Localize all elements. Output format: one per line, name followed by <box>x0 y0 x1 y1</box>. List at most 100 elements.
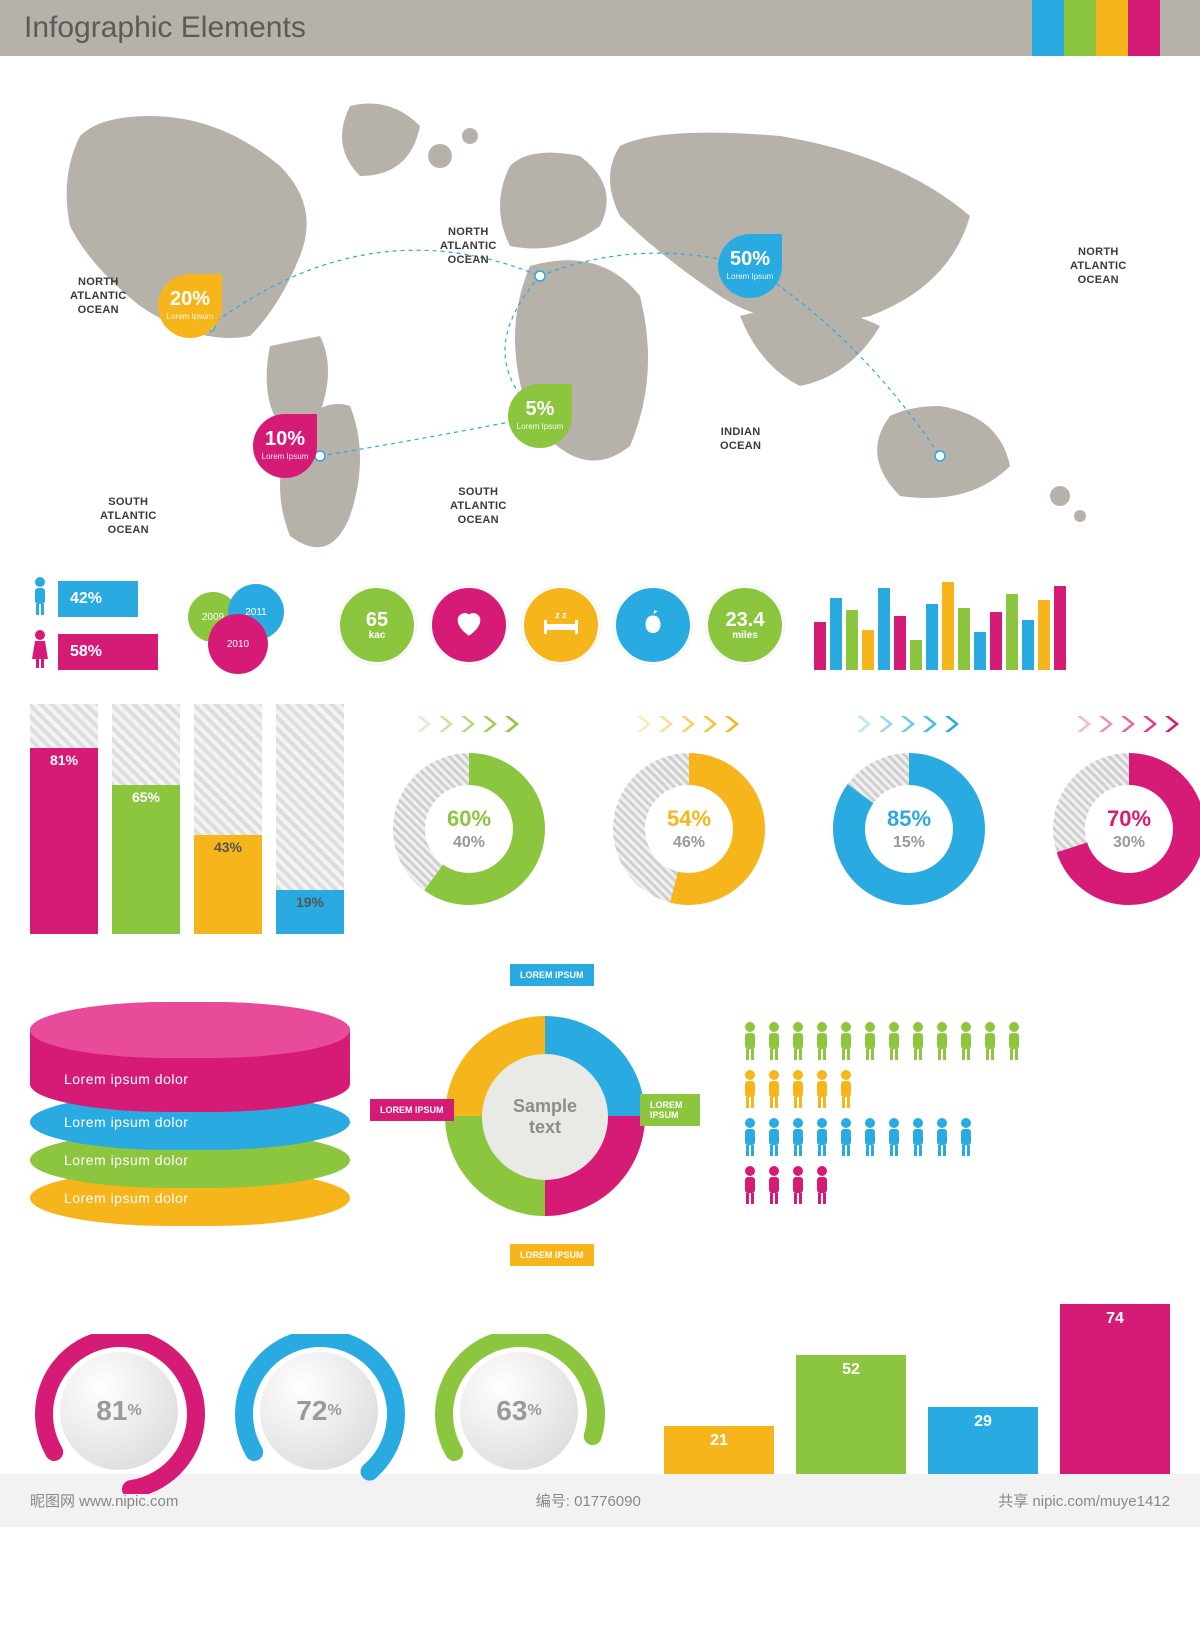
page: Infographic Elements <box>0 0 1200 1527</box>
cycle-chart: Sampletext LOREM IPSUM LOREM IPSUM LOREM IP… <box>390 964 700 1264</box>
ocean-label: INDIANOCEAN <box>720 426 761 454</box>
person-icon <box>884 1021 906 1063</box>
final-bar: 29 <box>928 1407 1038 1474</box>
donut-column: 85% 15% <box>824 714 994 914</box>
person-icon <box>908 1021 930 1063</box>
person-icon <box>884 1117 906 1159</box>
person-icon <box>788 1165 810 1207</box>
person-icon <box>980 1021 1002 1063</box>
progress-bar: 65% <box>112 704 180 934</box>
final-bar: 21 <box>664 1426 774 1474</box>
person-icon <box>956 1117 978 1159</box>
circle-icon <box>614 586 692 664</box>
venn-circle: 2010 <box>208 614 268 674</box>
cluster-bar <box>814 622 826 670</box>
cluster-bar <box>878 588 890 670</box>
people-row <box>740 1117 1026 1159</box>
cluster-bar <box>1038 600 1050 670</box>
svg-text:z z: z z <box>555 610 567 620</box>
ocean-label: NORTHATLANTICOCEAN <box>70 276 127 317</box>
apple-icon <box>638 608 668 643</box>
chevron-icon <box>415 714 523 734</box>
circle-icon: 65kac <box>338 586 416 664</box>
cycle-label: LOREM IPSUM <box>370 1099 454 1121</box>
sleep-icon: z z <box>542 608 580 643</box>
person-icon <box>788 1117 810 1159</box>
world-map-section: NORTHATLANTICOCEAN NORTHATLANTICOCEAN NORT… <box>20 56 1180 576</box>
person-icon <box>740 1069 762 1111</box>
person-icon <box>932 1021 954 1063</box>
people-groups <box>740 1021 1026 1207</box>
ocean-label: SOUTHATLANTICOCEAN <box>100 496 157 537</box>
row-3: Lorem ipsum dolorLorem ipsum dolorLorem … <box>30 964 1170 1264</box>
donut-chart: 54% 46% <box>604 744 774 914</box>
cluster-bar <box>846 610 858 670</box>
ocean-label: NORTHATLANTICOCEAN <box>440 226 497 267</box>
gauge: 81% <box>30 1334 210 1474</box>
header-stripe <box>1128 0 1160 56</box>
person-icon <box>860 1117 882 1159</box>
cluster-bar <box>990 612 1002 670</box>
header-stripe <box>1064 0 1096 56</box>
chevron-icon <box>855 714 963 734</box>
person-icon <box>932 1117 954 1159</box>
cluster-bar <box>1022 620 1034 670</box>
row-4: 81% 72% 63% 21522974 <box>30 1294 1170 1474</box>
ocean-label: NORTHATLANTICOCEAN <box>1070 246 1127 287</box>
person-icon <box>788 1021 810 1063</box>
circle-icon: z z <box>522 586 600 664</box>
person-icon <box>788 1069 810 1111</box>
cluster-bar <box>1054 586 1066 670</box>
cluster-bar <box>974 632 986 670</box>
donut-row: 60% 40% 54% 46% 85% 15% <box>384 704 1200 914</box>
person-icon <box>764 1069 786 1111</box>
circle-icon <box>430 586 508 664</box>
gauges: 81% 72% 63% <box>30 1334 610 1474</box>
cycle-center-label: Sampletext <box>482 1054 608 1180</box>
person-icon <box>1004 1021 1026 1063</box>
cycle-label: LOREM IPSUM <box>510 1244 594 1266</box>
bar-cluster-chart <box>814 580 1066 670</box>
male-icon <box>30 576 50 621</box>
gauge: 63% <box>430 1334 610 1474</box>
progress-bar: 19% <box>276 704 344 934</box>
progress-bars: 81% 65% 43% 19% <box>30 704 344 934</box>
ocean-label: SOUTHATLANTICOCEAN <box>450 486 507 527</box>
people-row <box>740 1069 1026 1111</box>
gender-row-female: 58% <box>30 629 158 674</box>
page-title: Infographic Elements <box>24 11 306 45</box>
gauge: 72% <box>230 1334 410 1474</box>
venn-diagram: 200920112010 <box>188 580 308 670</box>
person-icon <box>860 1021 882 1063</box>
header-stripe <box>1096 0 1128 56</box>
row-1: 42% 58% 200920112010 65kacz z23.4miles <box>30 576 1170 674</box>
header-stripes <box>1032 0 1160 56</box>
cluster-bar <box>862 630 874 670</box>
heart-icon <box>452 606 486 645</box>
circle-icons: 65kacz z23.4miles <box>338 586 784 664</box>
cluster-bar <box>942 582 954 670</box>
header-stripe <box>1032 0 1064 56</box>
progress-bar: 43% <box>194 704 262 934</box>
gender-row-male: 42% <box>30 576 158 621</box>
person-icon <box>740 1165 762 1207</box>
cycle-label: LOREM IPSUM <box>510 964 594 986</box>
stack-layer: Lorem ipsum dolor <box>30 1002 350 1112</box>
donut-chart: 85% 15% <box>824 744 994 914</box>
person-icon <box>836 1069 858 1111</box>
cluster-bar <box>1006 594 1018 670</box>
donut-column: 54% 46% <box>604 714 774 914</box>
donut-chart: 60% 40% <box>384 744 554 914</box>
cycle-label: LOREM IPSUM <box>640 1094 700 1126</box>
person-icon <box>764 1021 786 1063</box>
chevron-icon <box>1075 714 1183 734</box>
gender-bar: 58% <box>58 634 158 670</box>
final-bar: 52 <box>796 1355 906 1474</box>
donut-column: 60% 40% <box>384 714 554 914</box>
donut-column: 70% 30% <box>1044 714 1200 914</box>
progress-bar: 81% <box>30 704 98 934</box>
header-bar: Infographic Elements <box>0 0 1200 56</box>
gender-bar: 42% <box>58 581 138 617</box>
cluster-bar <box>910 640 922 670</box>
person-icon <box>812 1021 834 1063</box>
